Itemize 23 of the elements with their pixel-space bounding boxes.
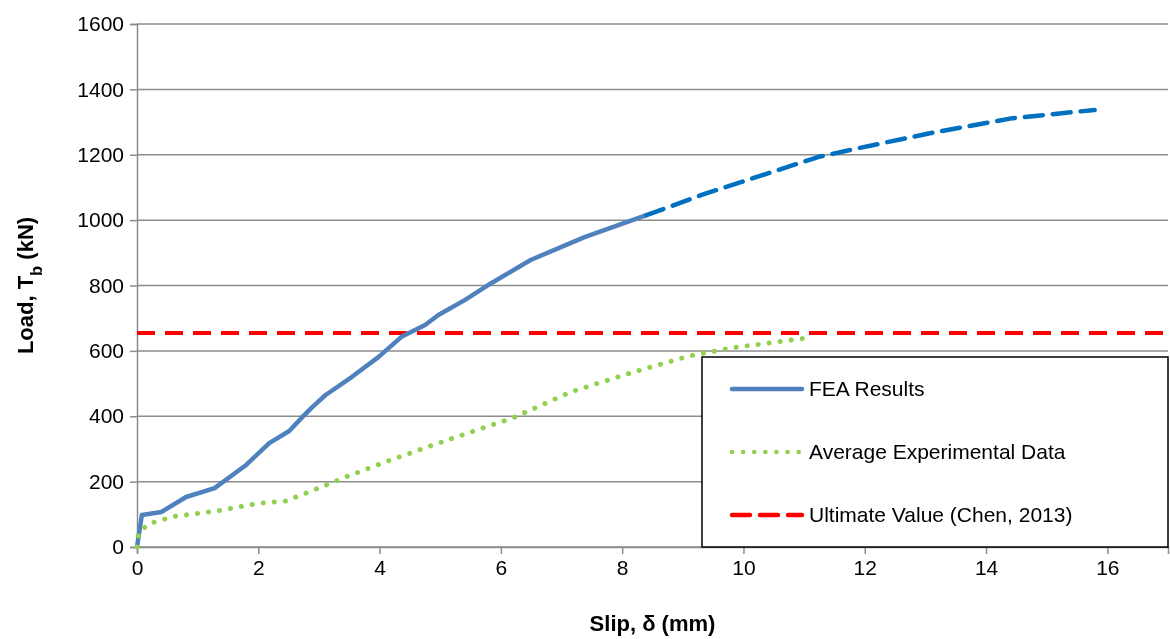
- y-tick-label: 1600: [77, 12, 124, 36]
- x-tick-label: 10: [732, 555, 756, 579]
- x-tick-label: 2: [252, 555, 265, 579]
- line-series: [644, 107, 1097, 218]
- legend-label: Average Experimental Data: [809, 440, 1066, 463]
- y-tick-label: 0: [112, 535, 124, 559]
- x-tick-label: 16: [1096, 555, 1120, 579]
- y-tick-label: 1200: [77, 142, 124, 166]
- legend-label: Ultimate Value (Chen, 2013): [809, 503, 1073, 526]
- x-tick-label: 14: [974, 555, 999, 579]
- y-tick-label: 400: [88, 404, 124, 428]
- x-tick-label: 0: [131, 555, 144, 579]
- y-tick-label: 800: [88, 273, 124, 297]
- y-tick-label: 1400: [77, 77, 124, 101]
- y-tick-label: 1000: [77, 208, 124, 232]
- x-axis-title: Slip, δ (mm): [589, 611, 716, 636]
- x-tick-label: 12: [853, 555, 877, 579]
- x-tick-label: 8: [616, 555, 629, 579]
- legend-label: FEA Results: [809, 377, 925, 400]
- x-tick-label: 6: [495, 555, 508, 579]
- y-tick-label: 200: [88, 469, 124, 493]
- y-tick-label: 600: [88, 339, 124, 363]
- x-tick-label: 4: [374, 555, 387, 579]
